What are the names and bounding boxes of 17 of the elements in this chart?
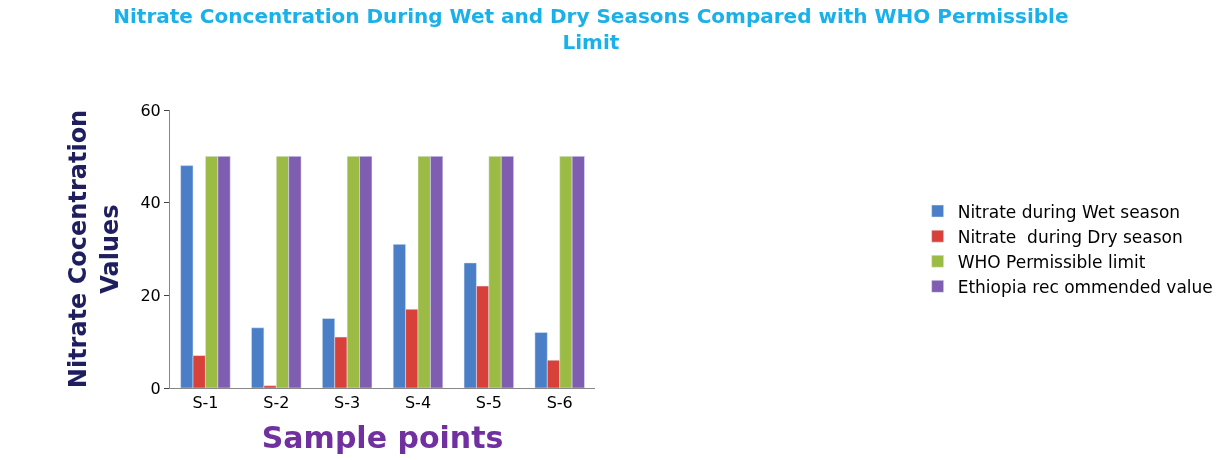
legend-label: Nitrate during Wet season (957, 201, 1181, 222)
legend-label: Ethiopia rec ommended value (957, 276, 1213, 297)
y-axis-title: Nitrate Cocentration Values (64, 109, 124, 389)
x-tick-label: S-6 (546, 393, 573, 413)
x-axis-title: Sample points (261, 419, 504, 455)
y-tick-label: 40 (140, 193, 161, 213)
chart-title: Nitrate Concentration During Wet and Dry Seasons Compared with WHO Permissible Limit (113, 4, 1069, 54)
x-tick-label: S-3 (334, 393, 361, 413)
x-tick-label: S-4 (404, 393, 432, 413)
y-tick-label: 0 (150, 378, 161, 398)
legend-label: Nitrate during Dry season (957, 226, 1183, 247)
legend-label: WHO Permissible limit (957, 251, 1146, 272)
y-tick-label: 20 (140, 285, 161, 305)
x-tick-label: S-1 (192, 393, 219, 413)
y-tick-label: 60 (140, 100, 161, 120)
x-tick-label: S-5 (475, 393, 502, 413)
x-tick-label: S-2 (263, 393, 290, 413)
